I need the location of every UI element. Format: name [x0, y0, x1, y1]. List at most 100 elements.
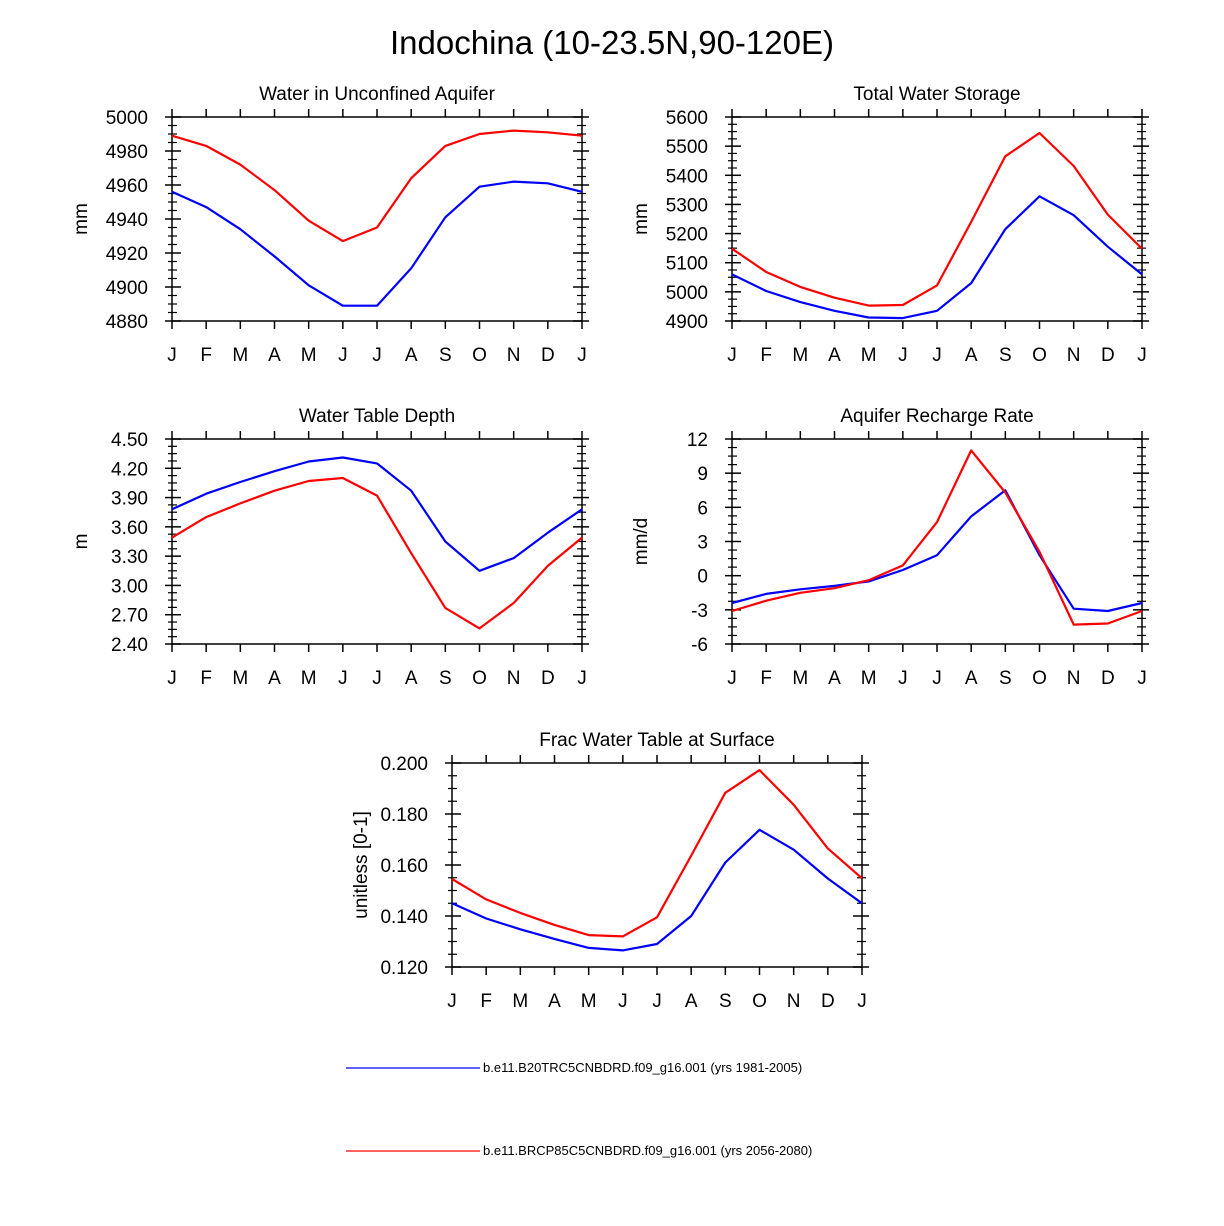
y-tick-label: 12 — [687, 430, 708, 451]
plot-frame — [731, 116, 1143, 322]
x-tick-label: S — [999, 668, 1012, 689]
series-line-future — [171, 129, 583, 243]
x-tick-label: N — [507, 668, 521, 689]
x-tick-label: J — [577, 345, 587, 366]
x-tick-label: A — [268, 345, 281, 366]
series-line-historical — [171, 456, 583, 572]
x-tick-label: J — [372, 345, 382, 366]
y-tick-label: 5400 — [666, 166, 708, 187]
x-tick-label: M — [792, 668, 808, 689]
x-tick-label: A — [685, 991, 698, 1012]
x-tick-label: O — [752, 991, 767, 1012]
x-tick-label: S — [719, 991, 732, 1012]
y-tick-label: 5500 — [666, 137, 708, 158]
plot-frame — [451, 762, 863, 968]
plot-frame — [731, 438, 1143, 645]
x-tick-label: J — [652, 991, 662, 1012]
x-tick-label: M — [861, 345, 877, 366]
x-tick-label: S — [999, 345, 1012, 366]
y-axis-label: unitless [0-1] — [351, 811, 372, 919]
x-tick-label: O — [1032, 345, 1047, 366]
x-tick-label: D — [1101, 345, 1115, 366]
x-tick-label: A — [268, 668, 281, 689]
x-tick-label: M — [232, 345, 248, 366]
x-tick-label: F — [760, 668, 772, 689]
x-tick-label: M — [581, 991, 597, 1012]
y-tick-label: 6 — [697, 498, 708, 519]
y-tick-label: 2.70 — [111, 606, 148, 627]
figure-title: Indochina (10-23.5N,90-120E) — [390, 24, 834, 61]
y-tick-label: 4880 — [106, 312, 148, 333]
x-tick-label: N — [1067, 668, 1081, 689]
y-tick-label: 5000 — [666, 283, 708, 304]
x-tick-label: A — [405, 345, 418, 366]
chart-title: Total Water Storage — [853, 84, 1020, 105]
x-tick-label: J — [577, 668, 587, 689]
x-tick-label: J — [932, 668, 942, 689]
chart-panel-5: Frac Water Table at Surface unitless [0-1… — [351, 730, 869, 1012]
x-tick-label: J — [618, 991, 628, 1012]
y-tick-label: 3.60 — [111, 518, 148, 539]
y-tick-label: 0.200 — [380, 754, 428, 775]
x-tick-label: J — [727, 668, 737, 689]
x-tick-label: D — [1101, 668, 1115, 689]
x-tick-label: J — [167, 668, 177, 689]
series-line-future — [731, 131, 1143, 307]
x-tick-label: J — [338, 668, 348, 689]
x-tick-label: J — [338, 345, 348, 366]
x-tick-label: A — [548, 991, 561, 1012]
y-axis-label: mm — [71, 203, 92, 235]
y-tick-label: 9 — [697, 464, 708, 485]
x-tick-label: N — [1067, 345, 1081, 366]
x-tick-label: O — [1032, 668, 1047, 689]
x-tick-label: J — [898, 345, 908, 366]
y-tick-label: 5100 — [666, 254, 708, 275]
chart-title: Water in Unconfined Aquifer — [259, 84, 496, 105]
series-line-future — [171, 476, 583, 630]
x-tick-label: O — [472, 668, 487, 689]
x-tick-label: J — [932, 345, 942, 366]
x-tick-label: M — [301, 345, 317, 366]
chart-title: Frac Water Table at Surface — [539, 730, 775, 751]
x-tick-label: J — [372, 668, 382, 689]
x-tick-label: A — [405, 668, 418, 689]
x-tick-label: M — [512, 991, 528, 1012]
legend-label-series-1: b.e11.B20TRC5CNBDRD.f09_g16.001 (yrs 198… — [483, 1060, 802, 1075]
x-tick-label: S — [439, 345, 452, 366]
x-tick-label: M — [301, 668, 317, 689]
x-tick-label: F — [200, 668, 212, 689]
x-tick-label: S — [439, 668, 452, 689]
y-tick-label: 0.180 — [380, 805, 428, 826]
y-tick-label: 4.20 — [111, 459, 148, 480]
chart-title: Aquifer Recharge Rate — [840, 406, 1033, 427]
y-tick-label: 4960 — [106, 176, 148, 197]
x-tick-label: A — [828, 345, 841, 366]
series-line-historical — [731, 489, 1143, 613]
chart-title: Water Table Depth — [299, 406, 455, 427]
x-tick-label: J — [727, 345, 737, 366]
plot-frame — [171, 438, 583, 645]
y-tick-label: 3 — [697, 533, 708, 554]
x-tick-label: D — [541, 345, 555, 366]
x-tick-label: J — [1137, 345, 1147, 366]
y-tick-label: 4900 — [666, 312, 708, 333]
x-tick-label: N — [787, 991, 801, 1012]
legend-label-series-2: b.e11.BRCP85C5CNBDRD.f09_g16.001 (yrs 20… — [483, 1143, 812, 1158]
y-tick-label: 0.160 — [380, 856, 428, 877]
y-tick-label: 3.90 — [111, 489, 148, 510]
x-tick-label: O — [472, 345, 487, 366]
y-axis-label: m — [71, 534, 92, 550]
y-tick-label: 0 — [697, 567, 708, 588]
y-tick-label: 3.30 — [111, 547, 148, 568]
x-tick-label: M — [792, 345, 808, 366]
y-tick-label: 4980 — [106, 142, 148, 163]
legend: b.e11.B20TRC5CNBDRD.f09_g16.001 (yrs 198… — [346, 1060, 812, 1158]
x-tick-label: N — [507, 345, 521, 366]
y-tick-label: 2.40 — [111, 635, 148, 656]
